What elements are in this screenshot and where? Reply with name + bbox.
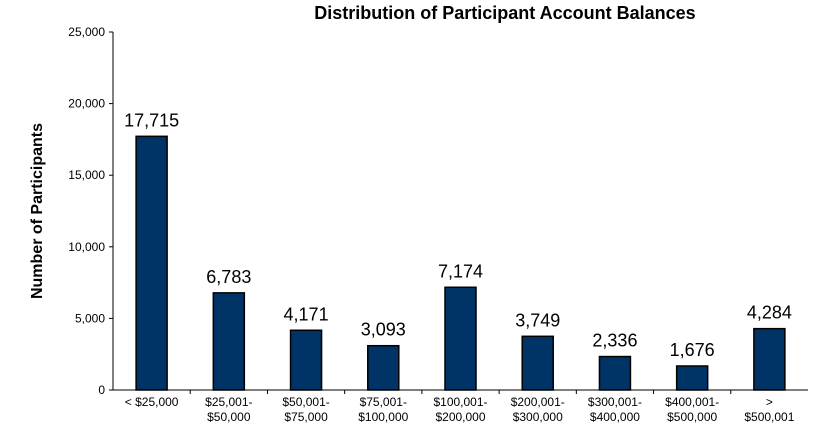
x-tick-label: $25,001-$50,000 [205, 395, 252, 424]
chart-title: Distribution of Participant Account Bala… [314, 3, 695, 23]
bar [212, 292, 246, 391]
value-label: 6,783 [206, 267, 251, 287]
bar [753, 327, 786, 391]
bar [675, 365, 709, 391]
value-label: 7,174 [438, 261, 483, 281]
value-label: 4,284 [747, 303, 792, 323]
x-tick-label: $100,001-$200,000 [433, 395, 487, 424]
bar [598, 355, 632, 391]
value-label: 2,336 [592, 331, 637, 351]
bar [367, 344, 400, 391]
y-tick-label: 25,000 [68, 25, 105, 39]
bar [289, 329, 323, 391]
y-tick-label: 20,000 [68, 97, 105, 111]
value-label: 3,093 [361, 320, 406, 340]
x-tick-label: $50,001-$75,000 [282, 395, 329, 424]
y-tick-label: 5,000 [75, 311, 105, 325]
y-tick-label: 10,000 [68, 240, 105, 254]
bar [444, 286, 477, 391]
value-label: 17,715 [124, 110, 179, 130]
value-label: 3,749 [515, 310, 560, 330]
x-tick-label: $200,001-$300,000 [511, 395, 565, 424]
x-tick-label: $75,001-$100,000 [358, 395, 408, 424]
x-tick-label: < $25,000 [125, 395, 179, 409]
value-label: 1,676 [670, 340, 715, 360]
value-label: 4,171 [284, 304, 329, 324]
bar [135, 135, 168, 391]
y-axis-label: Number of Participants [29, 123, 46, 299]
x-tick-label: > $500,001 [744, 395, 794, 424]
x-tick-label: $400,001-$500,000 [665, 395, 719, 424]
x-tick-label: $300,001-$400,000 [588, 395, 642, 424]
y-tick-label: 15,000 [68, 168, 105, 182]
y-tick-label: 0 [98, 383, 105, 397]
bar [521, 335, 554, 391]
